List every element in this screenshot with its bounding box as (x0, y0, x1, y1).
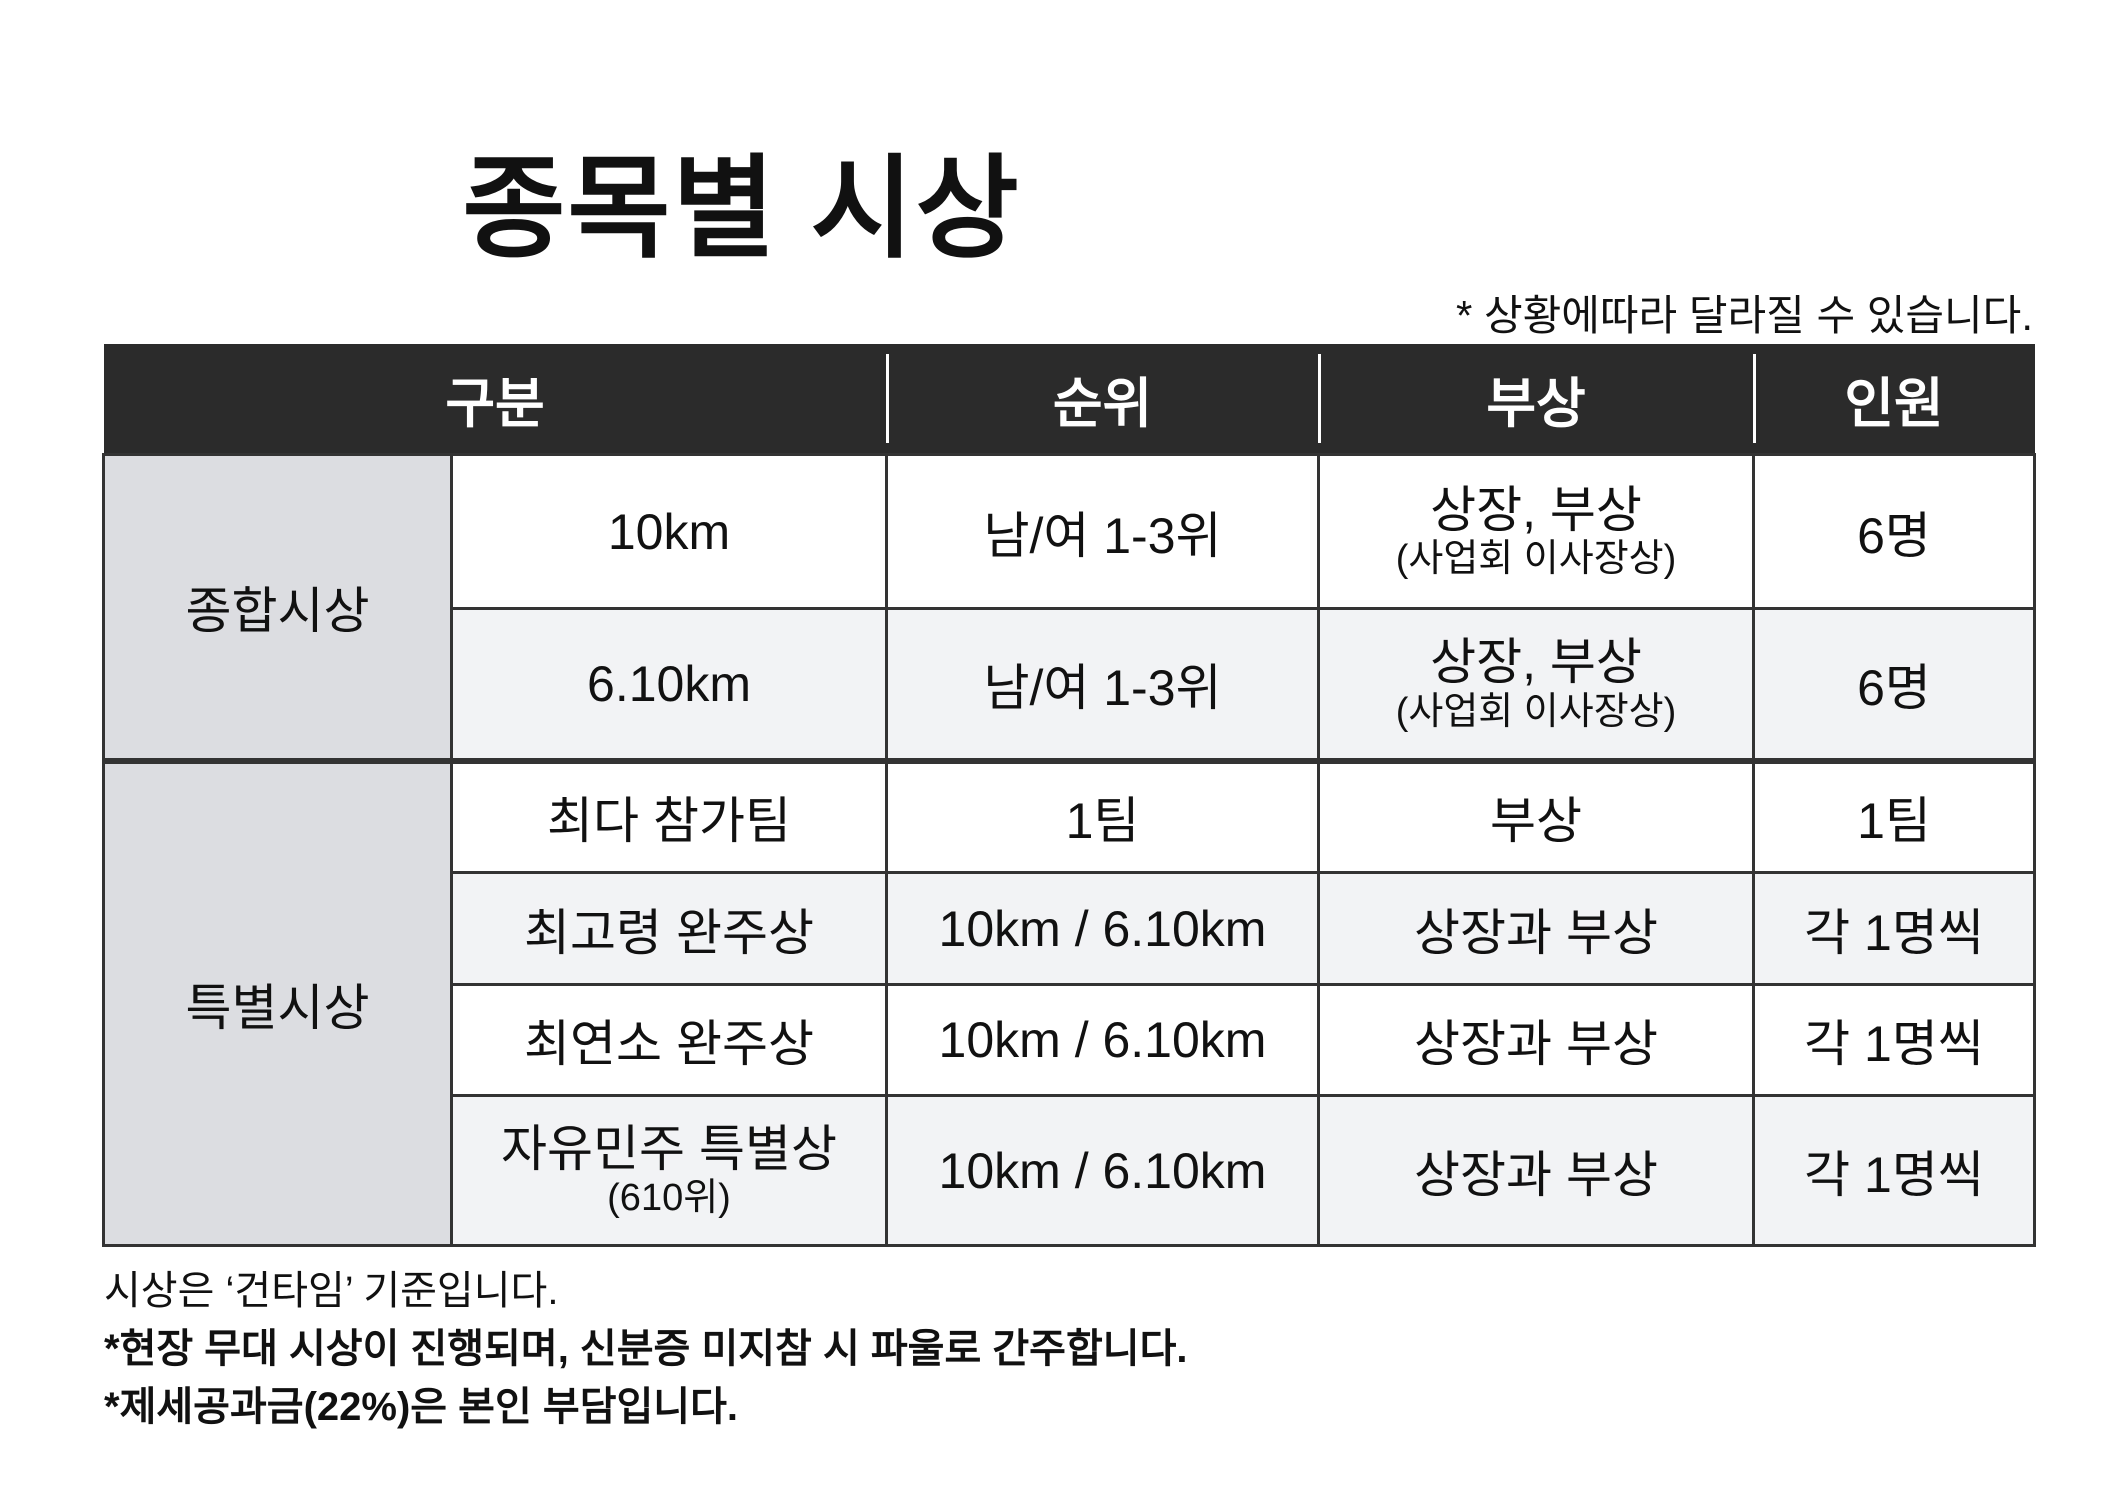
table-row: 자유민주 특별상 (610위) 10km / 6.10km 상장과 부상 각 1명… (104, 1094, 2036, 1247)
table-row: 특별시상 최다 참가팀 1팀 부상 1팀 (102, 757, 2036, 1247)
prize-text: 상장, 부상 (1430, 634, 1642, 691)
count-cell: 6명 (1752, 453, 2036, 610)
table-row: 최고령 완주상 10km / 6.10km 상장과 부상 각 1명씩 (104, 871, 2036, 986)
category-text: 자유민주 특별상 (501, 1120, 837, 1177)
header-category: 구분 (103, 344, 887, 455)
category-cell: 최다 참가팀 (450, 757, 888, 874)
footer-note: *제세공과금(22%)은 본인 부담입니다. (104, 1385, 739, 1429)
count-cell: 6명 (1752, 607, 2036, 762)
header-count: 인원 (1752, 344, 2035, 455)
header-rank: 순위 (885, 344, 1319, 455)
rank-cell: 남/여 1-3위 (885, 607, 1320, 762)
rank-cell: 10km / 6.10km (885, 871, 1320, 986)
prize-text: 상장, 부상 (1430, 481, 1642, 538)
category-cell: 자유민주 특별상 (610위) (450, 1094, 888, 1247)
rank-cell: 1팀 (885, 757, 1320, 874)
rank-cell: 남/여 1-3위 (885, 453, 1320, 610)
category-cell: 최연소 완주상 (450, 983, 888, 1097)
table-header-row: 구분 순위 부상 인원 (103, 344, 2035, 455)
prize-cell: 부상 (1317, 757, 1755, 874)
prize-subtext: (사업회 이사장상) (1395, 538, 1677, 581)
rank-cell: 10km / 6.10km (885, 1094, 1320, 1247)
footer-note: 시상은 ‘건타임’ 기준입니다. (104, 1269, 559, 1313)
count-cell: 각 1명씩 (1752, 983, 2036, 1097)
awards-table: 구분 순위 부상 인원 종합시상 10km 남/여 1-3위 상장, 부상 (사업… (102, 344, 2036, 1247)
group-label: 종합시상 (102, 453, 453, 762)
prize-cell: 상장, 부상 (사업회 이사장상) (1317, 453, 1755, 610)
prize-cell: 상장과 부상 (1317, 983, 1755, 1097)
prize-cell: 상장과 부상 (1317, 1094, 1755, 1247)
footer-note: *현장 무대 시상이 진행되며, 신분증 미지참 시 파울로 간주합니다. (104, 1327, 1188, 1371)
footer-notes: 시상은 ‘건타임’ 기준입니다. *현장 무대 시상이 진행되며, 신분증 미지… (104, 1262, 1188, 1436)
category-cell: 10km (450, 453, 888, 610)
page-title: 종목별 시상 (462, 146, 1021, 271)
notice-text: * 상황에따라 달라질 수 있습니다. (1455, 292, 2033, 339)
header-prize: 부상 (1317, 344, 1754, 455)
group-label: 특별시상 (102, 757, 453, 1247)
count-cell: 각 1명씩 (1752, 1094, 2036, 1247)
category-cell: 6.10km (450, 607, 888, 762)
category-subtext: (610위) (607, 1177, 731, 1220)
table-row: 최연소 완주상 10km / 6.10km 상장과 부상 각 1명씩 (104, 983, 2036, 1097)
prize-cell: 상장과 부상 (1317, 871, 1755, 986)
count-cell: 각 1명씩 (1752, 871, 2036, 986)
table-row: 6.10km 남/여 1-3위 상장, 부상 (사업회 이사장상) 6명 (104, 607, 2036, 762)
count-cell: 1팀 (1752, 757, 2036, 874)
prize-cell: 상장, 부상 (사업회 이사장상) (1317, 607, 1755, 762)
category-cell: 최고령 완주상 (450, 871, 888, 986)
prize-subtext: (사업회 이사장상) (1395, 690, 1677, 733)
rank-cell: 10km / 6.10km (885, 983, 1320, 1097)
table-row: 종합시상 10km 남/여 1-3위 상장, 부상 (사업회 이사장상) 6명 (102, 453, 2036, 762)
